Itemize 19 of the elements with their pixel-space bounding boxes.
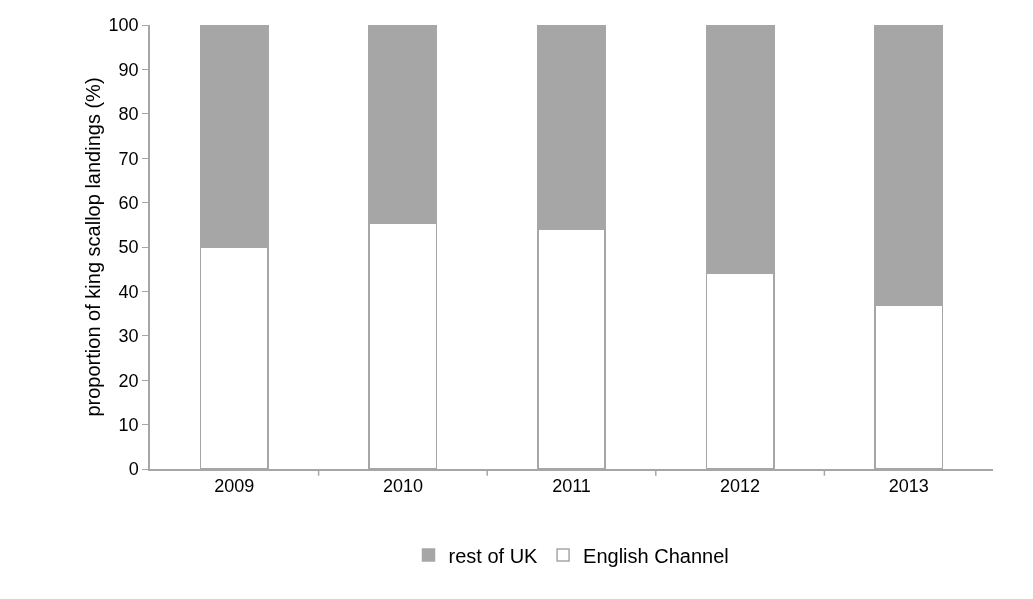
y-tick-label: 100: [108, 15, 139, 36]
y-tick-label: 10: [118, 414, 139, 435]
y-tick-label: 30: [118, 326, 139, 347]
y-tick-label: 90: [118, 59, 139, 80]
legend-label: rest of UK: [448, 544, 539, 567]
y-tick-label: 60: [118, 192, 139, 213]
legend-label: English Channel: [583, 544, 729, 567]
y-tick-label: 50: [118, 237, 139, 258]
y-tick-label: 40: [118, 281, 139, 302]
x-tick-label: 2010: [382, 476, 423, 497]
y-axis-title: proportion of king scallop landings (%): [81, 77, 104, 417]
x-tick-label: 2011: [552, 476, 591, 497]
y-tick-label: 80: [118, 104, 139, 125]
y-tick-label: 0: [128, 459, 139, 480]
x-tick-label: 2013: [888, 476, 929, 497]
y-tick-label: 20: [118, 370, 139, 391]
x-tick-label: 2009: [214, 476, 255, 497]
x-tick-label: 2012: [720, 476, 761, 497]
y-tick-label: 70: [118, 148, 139, 169]
